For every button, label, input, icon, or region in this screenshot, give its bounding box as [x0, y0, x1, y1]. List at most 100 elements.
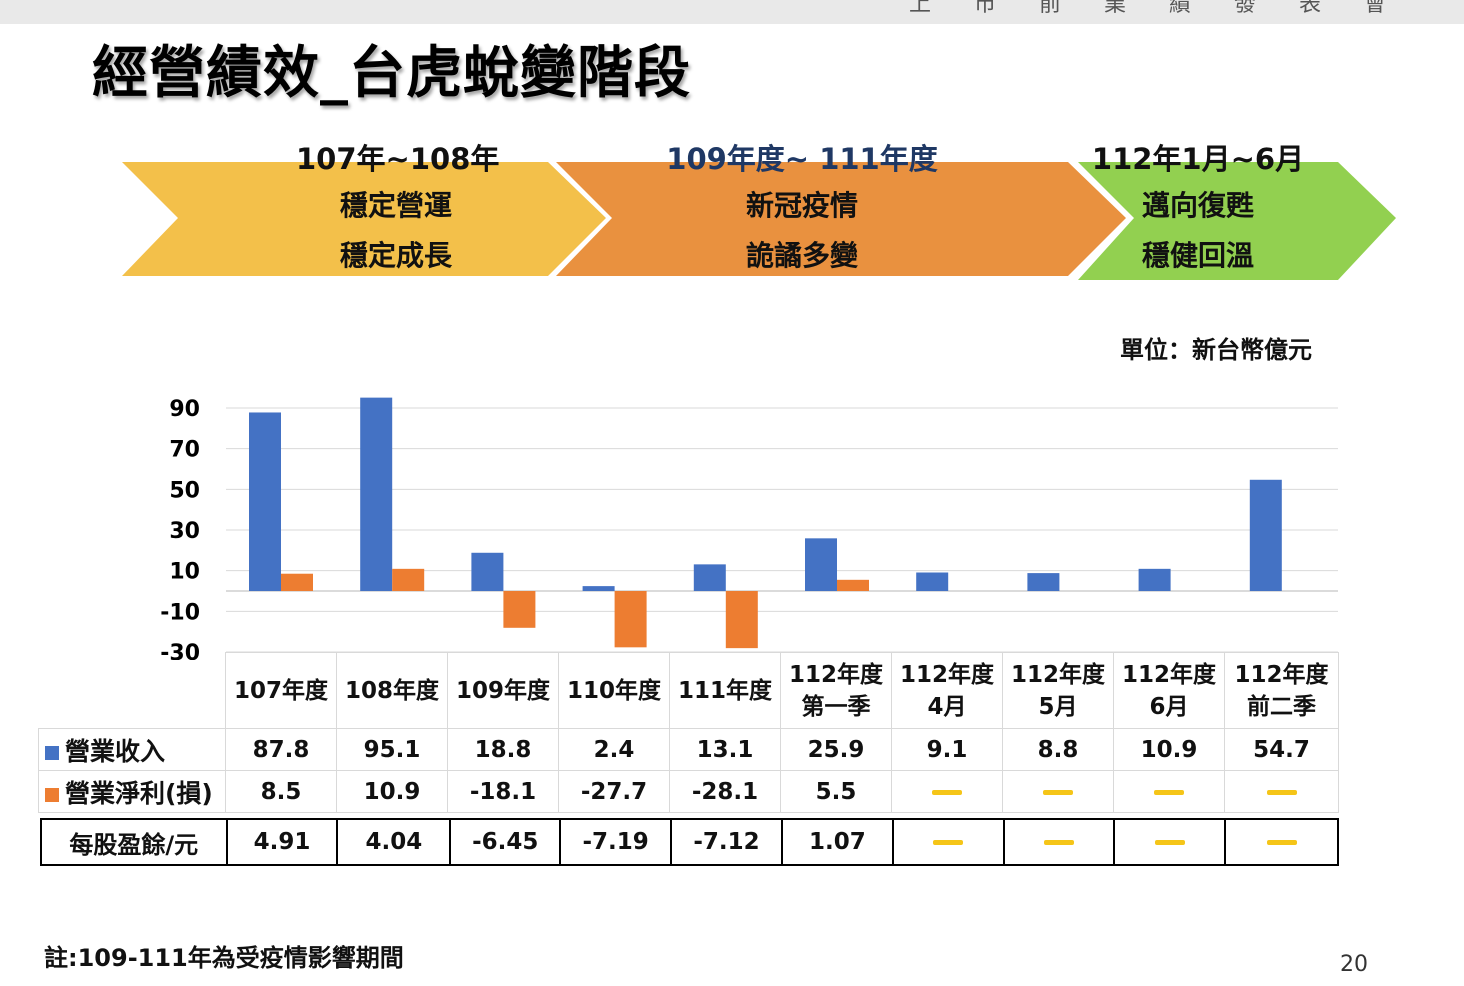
stage-2-date: 109年度~ 111年度: [666, 142, 938, 176]
profit-bar: [614, 591, 647, 648]
profit-value: 5.5: [780, 770, 892, 813]
stage-arrow-3: [1078, 162, 1396, 280]
revenue-value: 25.9: [780, 728, 892, 771]
eps-value: 4.91: [225, 818, 339, 866]
stage-2-line1: 新冠疫情: [745, 189, 858, 222]
profit-value: [1224, 770, 1339, 813]
page-title: 經營績效_台虎蛻變階段: [92, 41, 691, 106]
category-label: 112年度 5月: [1002, 652, 1114, 729]
y-tick-label: 50: [169, 478, 200, 503]
profit-value: -28.1: [669, 770, 781, 813]
dash-mark: [1043, 789, 1073, 795]
stage-3-line1: 邁向復甦: [1141, 189, 1254, 222]
stage-1-date: 107年~108年: [296, 142, 500, 176]
revenue-value: 8.8: [1002, 728, 1114, 771]
y-tick-label: -30: [160, 641, 200, 660]
revenue-legend-label: 營業收入: [65, 736, 166, 766]
revenue-bar: [693, 564, 726, 591]
category-label: 109年度: [447, 652, 559, 729]
stage-1-text: 107年~108年 穩定營運 穩定成長: [296, 136, 500, 274]
eps-value: 4.04: [336, 818, 452, 866]
y-tick-label: 90: [169, 397, 200, 422]
category-label: 112年度 第一季: [780, 652, 892, 729]
revenue-legend: 營業收入: [38, 728, 226, 771]
eps-value: 1.07: [780, 818, 894, 866]
y-tick-label: 30: [169, 519, 200, 544]
y-tick-label: 10: [169, 560, 200, 585]
eps-table: 每股盈餘/元 4.91 4.04 -6.45 -7.19 -7.12 1.07: [40, 818, 1339, 866]
bar-chart: 90 70 50 30 10 -10 -30: [160, 397, 1338, 660]
revenue-bar: [582, 586, 615, 591]
stage-3-date: 112年1月~6月: [1091, 142, 1305, 176]
profit-value: [1113, 770, 1225, 813]
profit-bar: [392, 568, 425, 591]
profit-bar: [281, 573, 313, 591]
category-row: 107年度 108年度 109年度 110年度 111年度 112年度 第一季 112年度 4月…: [39, 652, 1339, 729]
profit-legend: 營業淨利(損): [38, 770, 226, 813]
top-bar: 上 市 前 業 績 發 表 會: [0, 0, 1464, 24]
category-label: 112年度 前二季: [1224, 652, 1339, 729]
profit-legend-swatch: [45, 787, 59, 802]
category-corner: [39, 653, 226, 729]
profit-value: -18.1: [447, 770, 559, 813]
profit-value: 10.9: [336, 770, 448, 813]
eps-value: [891, 818, 1005, 866]
dash-mark: [1043, 840, 1074, 845]
dash-mark: [1266, 789, 1297, 795]
stage-arrows: [122, 162, 1396, 280]
revenue-bar: [916, 572, 949, 591]
revenue-bar: [805, 538, 837, 591]
stage-1-line2: 穩定成長: [339, 239, 452, 272]
stage-arrow-1: [122, 162, 606, 276]
stage-3-line2: 穩健回溫: [1141, 239, 1254, 272]
dash-mark: [1266, 840, 1297, 845]
revenue-bar: [249, 412, 281, 591]
data-table: 107年度 108年度 109年度 110年度 111年度 112年度 第一季 112年度 4月…: [38, 652, 1339, 813]
unit-label: 單位：新台幣億元: [1120, 336, 1312, 364]
eps-label: 每股盈餘/元: [40, 818, 228, 866]
eps-value: -7.19: [559, 818, 673, 866]
y-tick-label: -10: [160, 600, 200, 625]
profit-bar: [725, 591, 758, 649]
eps-value: [1224, 818, 1339, 866]
footnote: 註:109-111年為受疫情影響期間: [44, 944, 404, 972]
y-tick-label: 70: [169, 438, 200, 463]
revenue-value: 10.9: [1113, 728, 1225, 771]
stage-1-line1: 穩定營運: [339, 189, 452, 222]
revenue-value: 87.8: [225, 728, 337, 771]
eps-row: 每股盈餘/元 4.91 4.04 -6.45 -7.19 -7.12 1.07: [40, 818, 1339, 866]
dash-mark: [1154, 789, 1184, 795]
revenue-value: 18.8: [447, 728, 559, 771]
category-label: 110年度: [558, 652, 670, 729]
category-label: 108年度: [336, 652, 448, 729]
revenue-row: 營業收入 87.8 95.1 18.8 2.4 13.1 25.9 9.1 8.8 10.9 54…: [38, 728, 1339, 771]
stage-2-line2: 詭譎多變: [745, 239, 858, 272]
revenue-bar: [360, 397, 393, 591]
page-number: 20: [1340, 952, 1368, 977]
dash-mark: [1154, 840, 1185, 845]
header-text: 上 市 前 業 績 發 表 會: [909, 0, 1404, 17]
revenue-value: 9.1: [891, 728, 1003, 771]
profit-value: [891, 770, 1003, 813]
stage-arrow-2: [556, 162, 1126, 276]
dash-mark: [932, 789, 962, 795]
profit-value: [1002, 770, 1114, 813]
eps-value: [1113, 818, 1227, 866]
revenue-bar: [471, 552, 504, 591]
revenue-value: 13.1: [669, 728, 781, 771]
revenue-bar: [1249, 479, 1282, 591]
eps-value: -6.45: [449, 818, 562, 866]
category-label: 112年度 4月: [891, 652, 1003, 729]
revenue-value: 2.4: [558, 728, 670, 771]
category-label: 112年度 6月: [1113, 652, 1225, 729]
category-label: 107年度: [225, 652, 337, 729]
profit-bar: [503, 591, 536, 628]
category-label: 111年度: [669, 652, 781, 729]
stage-3-text: 112年1月~6月 邁向復甦 穩健回溫: [1090, 136, 1306, 274]
revenue-bar: [1138, 568, 1171, 591]
eps-value: [1002, 818, 1116, 866]
profit-value: 8.5: [225, 770, 337, 813]
profit-bar: [837, 579, 869, 591]
profit-row: 營業淨利(損) 8.5 10.9 -18.1 -27.7 -28.1 5.5: [38, 770, 1339, 813]
revenue-bar: [1027, 573, 1060, 591]
